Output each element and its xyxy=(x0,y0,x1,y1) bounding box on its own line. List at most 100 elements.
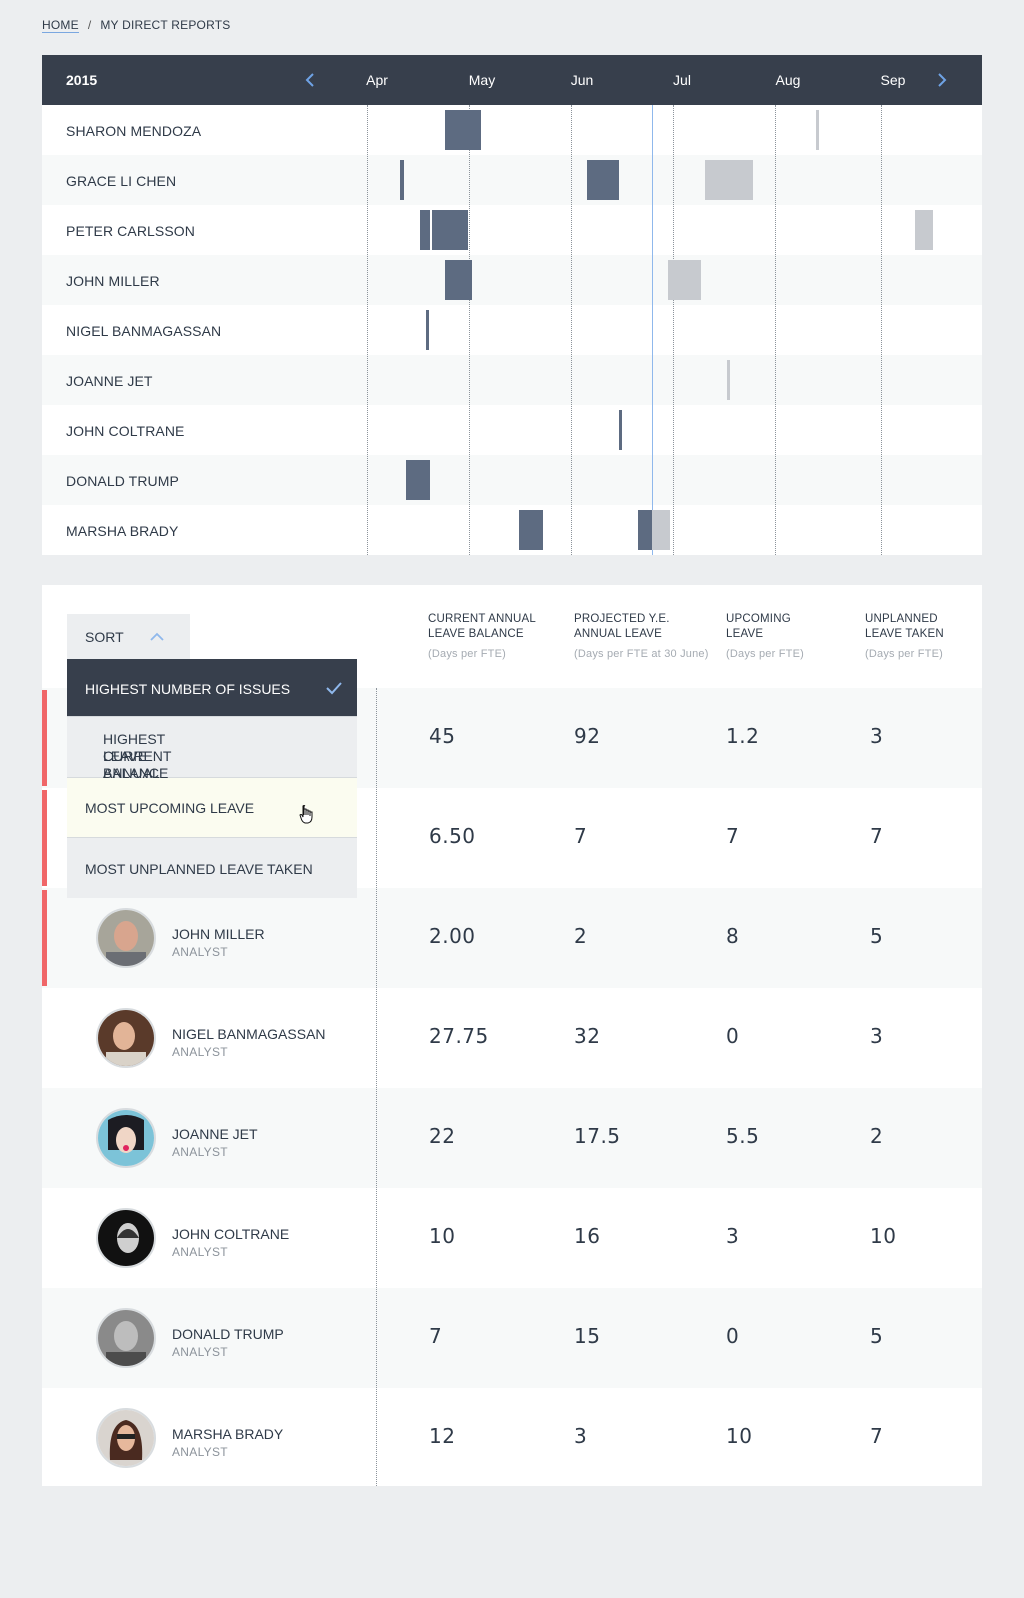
cell-projected: 7 xyxy=(574,824,588,848)
avatar xyxy=(96,908,156,968)
cell-upcoming: 8 xyxy=(726,924,740,948)
cell-current-balance: 12 xyxy=(429,1424,456,1448)
column-header-upcoming-leave[interactable]: UPCOMING LEAVE (Days per FTE) xyxy=(726,613,804,660)
leave-bar[interactable] xyxy=(619,410,622,450)
employee-name: NIGEL BANMAGASSAN xyxy=(66,323,222,339)
cell-unplanned: 3 xyxy=(870,1024,884,1048)
employee-name: JOHN COLTRANE xyxy=(172,1226,290,1242)
timeline-header: 2015 Apr May Jun Jul Aug Sep xyxy=(42,55,982,105)
issue-flag xyxy=(42,790,47,886)
month-gridline xyxy=(571,105,572,555)
leave-bar[interactable] xyxy=(668,260,701,300)
employee-role: ANALYST xyxy=(172,1445,228,1459)
cell-upcoming: 0 xyxy=(726,1024,740,1048)
employee-name: JOHN COLTRANE xyxy=(66,423,185,439)
cell-upcoming: 1.2 xyxy=(726,724,760,748)
leave-bar[interactable] xyxy=(426,310,429,350)
sort-menu: HIGHEST NUMBER OF ISSUES HIGHEST CURRENT… xyxy=(67,659,357,898)
timeline-row: NIGEL BANMAGASSAN xyxy=(42,305,982,355)
month-label: Sep xyxy=(880,72,906,88)
table-row[interactable]: JOANNE JET ANALYST 22 17.5 5.5 2 xyxy=(42,1088,982,1188)
leave-bar[interactable] xyxy=(519,510,543,550)
breadcrumb-separator: / xyxy=(87,18,92,32)
avatar xyxy=(96,1008,156,1068)
column-header-current-balance[interactable]: CURRENT ANNUAL LEAVE BALANCE (Days per F… xyxy=(428,613,537,660)
month-label: Aug xyxy=(775,72,801,88)
cell-projected: 32 xyxy=(574,1024,601,1048)
table-row[interactable]: JOHN COLTRANE ANALYST 10 16 3 10 xyxy=(42,1188,982,1288)
hand-cursor-icon xyxy=(299,805,313,824)
timeline-year: 2015 xyxy=(66,72,98,88)
breadcrumb-home-link[interactable]: HOME xyxy=(42,18,79,33)
cell-unplanned: 7 xyxy=(870,1424,884,1448)
table-row[interactable]: NIGEL BANMAGASSAN ANALYST 27.75 32 0 3 xyxy=(42,988,982,1088)
cell-projected: 16 xyxy=(574,1224,601,1248)
timeline-row: JOANNE JET xyxy=(42,355,982,405)
leave-timeline: 2015 Apr May Jun Jul Aug Sep SHARON MEND… xyxy=(42,55,982,555)
cell-current-balance: 45 xyxy=(429,724,456,748)
timeline-row: SHARON MENDOZA xyxy=(42,105,982,155)
avatar xyxy=(96,1408,156,1468)
employee-name: JOHN MILLER xyxy=(66,273,160,289)
leave-bar[interactable] xyxy=(587,160,619,200)
chevron-left-icon[interactable] xyxy=(300,68,320,92)
employee-name: JOANNE JET xyxy=(172,1126,258,1142)
month-label: Jun xyxy=(570,72,594,88)
sort-option-issues[interactable]: HIGHEST NUMBER OF ISSUES xyxy=(67,659,357,717)
sort-option-upcoming-leave[interactable]: MOST UPCOMING LEAVE xyxy=(67,778,357,838)
today-marker xyxy=(652,105,653,555)
employee-name: JOHN MILLER xyxy=(172,926,265,942)
leave-bar[interactable] xyxy=(705,160,753,200)
employee-name: NIGEL BANMAGASSAN xyxy=(172,1026,326,1042)
leave-bar[interactable] xyxy=(445,110,481,150)
cell-upcoming: 5.5 xyxy=(726,1124,760,1148)
employee-name: PETER CARLSSON xyxy=(66,223,195,239)
month-label: May xyxy=(468,72,496,88)
leave-bar[interactable] xyxy=(652,510,670,550)
cell-projected: 2 xyxy=(574,924,588,948)
cell-unplanned: 10 xyxy=(870,1224,897,1248)
cell-upcoming: 7 xyxy=(726,824,740,848)
timeline-row: PETER CARLSSON xyxy=(42,205,982,255)
sort-option-current-balance[interactable]: HIGHEST CURRENT ANNUAL LEAVE BALANCE xyxy=(67,717,357,781)
leave-bar[interactable] xyxy=(445,260,472,300)
leave-bar[interactable] xyxy=(420,210,430,250)
sort-button[interactable]: SORT xyxy=(67,614,190,659)
table-row[interactable]: MARSHA BRADY ANALYST 12 3 10 7 xyxy=(42,1388,982,1488)
cell-projected: 92 xyxy=(574,724,601,748)
employee-role: ANALYST xyxy=(172,1345,228,1359)
cell-current-balance: 2.00 xyxy=(429,924,476,948)
issue-flag xyxy=(42,690,47,786)
issue-flag xyxy=(42,890,47,986)
employee-name: MARSHA BRADY xyxy=(172,1426,284,1442)
chevron-right-icon[interactable] xyxy=(932,68,952,92)
sort-option-unplanned-leave[interactable]: MOST UNPLANNED LEAVE TAKEN xyxy=(67,838,357,898)
leave-bar[interactable] xyxy=(816,110,819,150)
leave-bar[interactable] xyxy=(406,460,430,500)
month-gridline xyxy=(673,105,674,555)
employee-role: ANALYST xyxy=(172,1245,228,1259)
month-gridline xyxy=(367,105,368,555)
cell-projected: 3 xyxy=(574,1424,588,1448)
check-icon xyxy=(326,682,342,695)
employee-role: ANALYST xyxy=(172,945,228,959)
cell-upcoming: 0 xyxy=(726,1324,740,1348)
employee-name: DONALD TRUMP xyxy=(66,473,179,489)
column-divider xyxy=(376,688,377,1486)
leave-bar[interactable] xyxy=(432,210,468,250)
leave-bar[interactable] xyxy=(638,510,652,550)
leave-bar[interactable] xyxy=(727,360,730,400)
cell-current-balance: 7 xyxy=(429,1324,443,1348)
leave-bar[interactable] xyxy=(400,160,404,200)
leave-bar[interactable] xyxy=(915,210,933,250)
column-header-projected-leave[interactable]: PROJECTED Y.E. ANNUAL LEAVE (Days per FT… xyxy=(574,613,709,660)
table-row[interactable]: DONALD TRUMP ANALYST 7 15 0 5 xyxy=(42,1288,982,1388)
cell-unplanned: 3 xyxy=(870,724,884,748)
table-row[interactable]: JOHN MILLER ANALYST 2.00 2 8 5 xyxy=(42,888,982,988)
cell-current-balance: 22 xyxy=(429,1124,456,1148)
employee-role: ANALYST xyxy=(172,1145,228,1159)
avatar xyxy=(96,1208,156,1268)
table-row[interactable]: 6.50 7 7 7 xyxy=(42,788,982,888)
column-header-unplanned-leave[interactable]: UNPLANNED LEAVE TAKEN (Days per FTE) xyxy=(865,613,944,660)
month-gridline xyxy=(469,105,470,555)
